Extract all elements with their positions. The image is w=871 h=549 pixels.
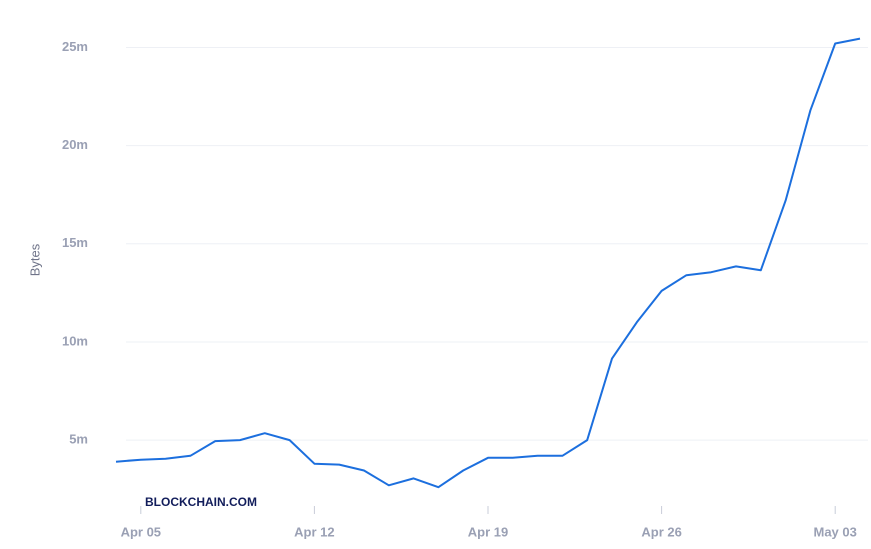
- data-line: [115, 37, 861, 489]
- y-tick-label: 10m: [62, 333, 88, 348]
- watermark: BLOCKCHAIN.COM: [145, 495, 257, 509]
- y-tick-label: 20m: [62, 137, 88, 152]
- y-tick-label: 5m: [69, 432, 88, 447]
- x-tick-label: May 03: [814, 524, 857, 539]
- x-tick-label: Apr 26: [641, 524, 681, 539]
- y-tick-label: 15m: [62, 235, 88, 250]
- x-tick-label: Apr 19: [468, 524, 508, 539]
- y-axis-label: Bytes: [27, 243, 42, 276]
- y-tick-label: 25m: [62, 39, 88, 54]
- x-tick-label: Apr 12: [294, 524, 334, 539]
- x-tick-label: Apr 05: [121, 524, 161, 539]
